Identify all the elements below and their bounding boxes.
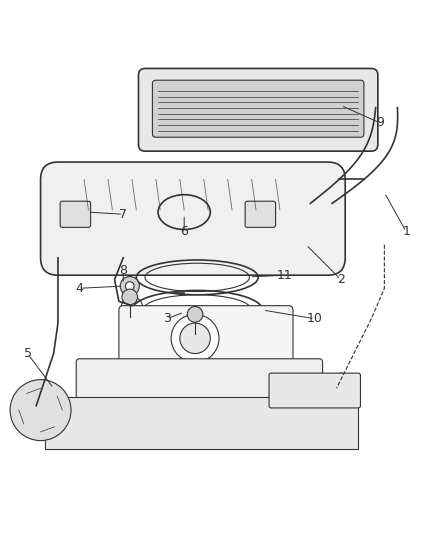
- FancyBboxPatch shape: [60, 201, 91, 228]
- Bar: [45, 397, 358, 449]
- Text: 4: 4: [76, 282, 84, 295]
- FancyBboxPatch shape: [138, 68, 378, 151]
- Text: 1: 1: [402, 225, 410, 238]
- FancyBboxPatch shape: [76, 359, 322, 409]
- Text: 8: 8: [119, 264, 127, 277]
- Circle shape: [121, 297, 143, 319]
- Text: 5: 5: [24, 347, 32, 360]
- Text: 6: 6: [180, 225, 188, 238]
- Circle shape: [325, 373, 356, 403]
- FancyBboxPatch shape: [41, 162, 345, 275]
- Circle shape: [10, 379, 71, 441]
- Circle shape: [171, 314, 219, 362]
- Circle shape: [122, 289, 138, 305]
- Text: 2: 2: [337, 273, 345, 286]
- Circle shape: [180, 323, 210, 353]
- Text: 11: 11: [276, 269, 292, 282]
- FancyBboxPatch shape: [245, 201, 276, 228]
- FancyBboxPatch shape: [269, 373, 360, 408]
- Text: 10: 10: [307, 312, 323, 325]
- FancyBboxPatch shape: [152, 80, 364, 137]
- FancyBboxPatch shape: [119, 305, 293, 371]
- Text: 7: 7: [119, 208, 127, 221]
- Text: 9: 9: [376, 116, 384, 130]
- Circle shape: [187, 306, 203, 322]
- Circle shape: [125, 282, 134, 290]
- Text: 3: 3: [163, 312, 171, 325]
- Circle shape: [120, 277, 139, 296]
